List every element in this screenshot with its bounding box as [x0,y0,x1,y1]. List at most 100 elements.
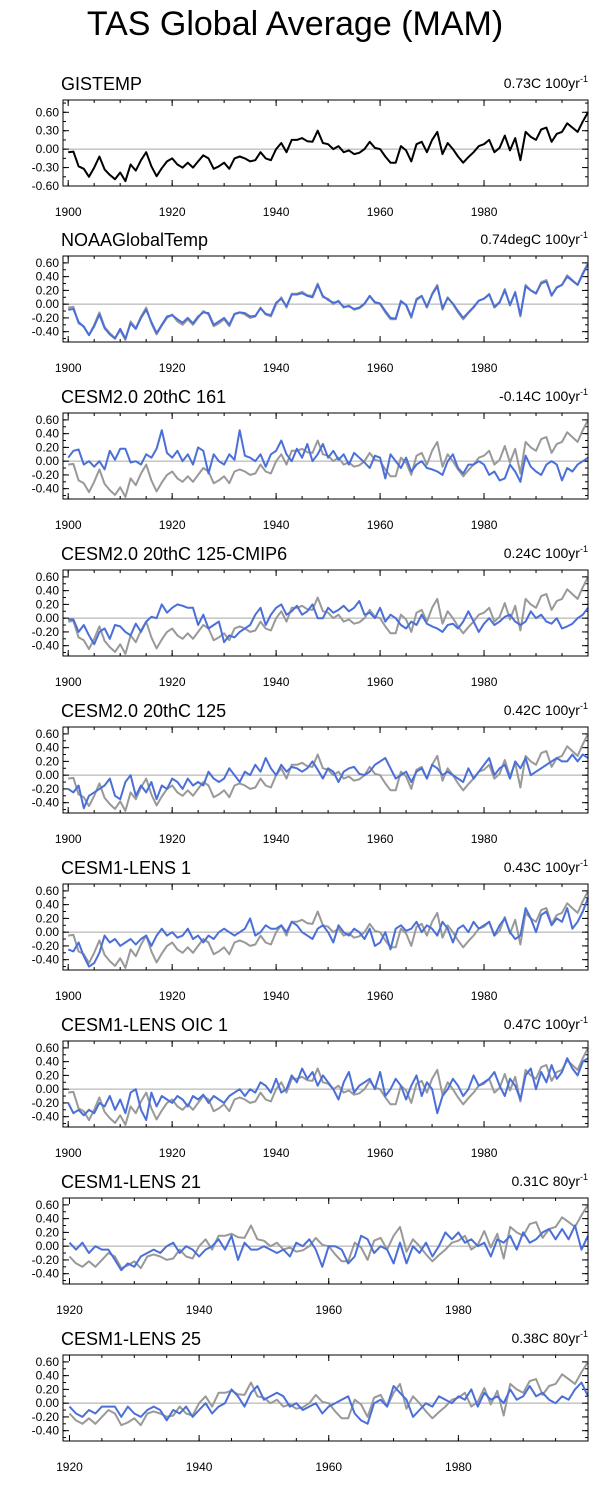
y-tick-label: 0.60 [36,727,60,741]
x-tick-label: 1960 [367,361,394,375]
x-tick-label: 1920 [159,989,186,1003]
panel-title: CESM2.0 20thC 125 [61,701,226,721]
x-tick-label: 1980 [471,832,498,846]
trend-value: 0.43C 100yr [504,859,581,875]
y-tick-label: -0.40 [32,796,60,810]
x-tick-label: 1940 [263,361,290,375]
y-tick-label: 0.20 [36,440,60,454]
y-tick-label: 0.00 [36,925,60,939]
y-tick-label: 0.20 [36,1382,60,1396]
plot-frame [62,255,589,343]
trend-value: 0.73C 100yr [504,75,581,91]
x-tick-label: 1920 [159,205,186,219]
y-tick-label: 0.00 [36,1396,60,1410]
y-tick-label: -0.20 [32,311,60,325]
x-tick-label: 1960 [367,205,394,219]
y-tick-label: -0.40 [32,482,60,496]
x-tick-label: 1940 [263,675,290,689]
trend-superscript: -1 [580,544,588,554]
chart-panel: GISTEMP 0.73C 100yr-1 -0.60 -0.30 0.00 0.30 0.… [32,74,589,219]
series-line-model [67,753,589,810]
x-tick-label: 1920 [159,832,186,846]
trend-value: 0.42C 100yr [504,702,581,718]
y-tick-label: -0.20 [32,782,60,796]
x-tick-label: 1900 [55,361,82,375]
plot-frame [62,1197,589,1285]
y-tick-label: 0.30 [36,124,60,138]
panel-title: CESM1-LENS 21 [61,1172,201,1192]
panels: GISTEMP 0.73C 100yr-1-0.60-0.300.000.300.… [32,74,589,1474]
series-line-reference [68,733,589,812]
x-tick-label: 1920 [159,675,186,689]
trend-value: 0.38C 80yr [512,1330,581,1346]
series-line-reference [68,890,589,969]
y-tick-label: 0.40 [36,1212,60,1226]
x-tick-label: 1980 [445,1460,472,1474]
x-tick-label: 1920 [159,361,186,375]
plot-frame [62,99,589,187]
y-tick-label: 0.40 [36,427,60,441]
plot-frame [62,1354,589,1442]
trend-value: 0.47C 100yr [504,1016,581,1032]
x-tick-label: 1960 [315,1460,342,1474]
trend-superscript: -1 [580,74,588,84]
x-tick-label: 1900 [55,989,82,1003]
panel-title: CESM1-LENS 25 [61,1329,201,1349]
x-tick-label: 1920 [159,518,186,532]
series-line-model [67,897,589,968]
x-tick-label: 1960 [367,675,394,689]
trend-superscript: -1 [580,1172,588,1182]
trend-label: 0.73C 100yr-1 [504,74,588,91]
plot-frame [62,883,589,971]
y-tick-label: 0.60 [36,570,60,584]
series-line-reference [68,1361,589,1427]
trend-value: -0.14C 100yr [499,388,580,404]
y-tick-label: 0.00 [36,142,60,156]
x-tick-label: 1920 [56,1460,83,1474]
figure-title: TAS Global Average (MAM) [87,5,503,43]
chart-panel: CESM2.0 20thC 161 -0.14C 100yr-1 -0.40-0.2… [32,387,589,532]
series-line-observed [68,111,589,183]
trend-superscript: -1 [580,1329,588,1339]
y-tick-label: 0.60 [36,1198,60,1212]
y-tick-label: 0.60 [36,413,60,427]
x-tick-label: 1960 [367,989,394,1003]
x-tick-label: 1960 [367,1146,394,1160]
trend-label: -0.14C 100yr-1 [499,387,588,404]
y-tick-label: -0.20 [32,939,60,953]
y-tick-label: 0.20 [36,754,60,768]
series-line-model [67,1057,589,1122]
y-tick-label: -0.20 [32,1253,60,1267]
y-tick-label: 0.00 [36,1082,60,1096]
trend-value: 0.31C 80yr [512,1173,581,1189]
y-tick-label: -0.40 [32,953,60,967]
panel-title: CESM1-LENS 1 [61,858,191,878]
x-tick-label: 1980 [471,989,498,1003]
x-tick-label: 1940 [263,1146,290,1160]
y-tick-label: 0.40 [36,584,60,598]
trend-value: 0.74degC 100yr [480,231,580,247]
y-tick-label: -0.40 [32,639,60,653]
x-tick-label: 1940 [263,205,290,219]
y-tick-label: -0.60 [32,179,60,193]
x-tick-label: 1980 [445,1303,472,1317]
y-tick-label: 0.00 [36,454,60,468]
trend-label: 0.31C 80yr-1 [512,1172,589,1189]
x-tick-label: 1940 [186,1460,213,1474]
x-tick-label: 1900 [55,518,82,532]
y-tick-label: 0.20 [36,597,60,611]
x-tick-label: 1940 [263,832,290,846]
y-tick-label: 0.20 [36,1068,60,1082]
trend-label: 0.47C 100yr-1 [504,1015,588,1032]
x-tick-label: 1940 [263,989,290,1003]
plot-frame [62,412,589,500]
y-tick-label: 0.60 [36,1041,60,1055]
plot-frame [62,1040,589,1128]
y-tick-label: 0.40 [36,898,60,912]
series-line-reference [68,576,589,655]
series-line-model [68,263,589,340]
chart-panel: CESM1-LENS 21 0.31C 80yr-1-0.40-0.200.000… [32,1172,589,1317]
y-tick-label: 0.20 [36,1225,60,1239]
trend-label: 0.38C 80yr-1 [512,1329,589,1346]
